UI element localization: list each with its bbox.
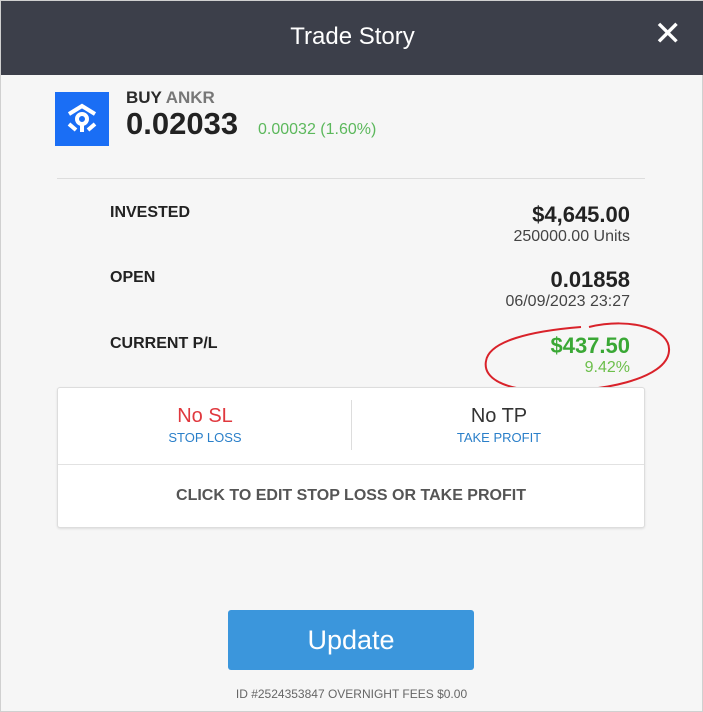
action-label: BUY [126, 88, 162, 107]
stop-loss-button[interactable]: No SL STOP LOSS [58, 388, 352, 464]
dialog-title: Trade Story [290, 23, 415, 50]
tp-value: No TP [470, 405, 528, 427]
trade-direction: BUY ANKR [126, 88, 215, 108]
open-label: OPEN [110, 269, 156, 286]
sl-value: No SL [177, 405, 233, 427]
divider [57, 178, 645, 179]
trade-id-footer: ID #2524353847 OVERNIGHT FEES $0.00 [235, 687, 468, 701]
pl-label: CURRENT P/L [110, 335, 218, 352]
dialog-header: Trade Story ✕ [1, 1, 703, 75]
invested-value: $4,645.00 [532, 202, 630, 227]
pl-percent: 9.42% [584, 359, 630, 376]
current-price: 0.02033 [126, 106, 239, 141]
ankr-logo-icon [55, 92, 109, 146]
close-icon[interactable]: ✕ [653, 15, 683, 53]
price-change: 0.00032 (1.60%) [258, 121, 377, 138]
open-date: 06/09/2023 23:27 [505, 293, 630, 310]
edit-sl-tp-button[interactable]: CLICK TO EDIT STOP LOSS OR TAKE PROFIT [176, 487, 526, 504]
invested-value-block: $4,645.00 250000.00 Units [513, 202, 630, 246]
pl-value-block: $437.50 9.42% [550, 333, 630, 377]
stops-card: No SL STOP LOSS No TP TAKE PROFIT CLICK … [57, 387, 645, 528]
open-value: 0.01858 [550, 267, 630, 292]
pl-value: $437.50 [550, 333, 630, 358]
divider [58, 464, 644, 465]
update-button[interactable]: Update [228, 610, 474, 670]
invested-label: INVESTED [110, 204, 191, 221]
sl-label: STOP LOSS [168, 430, 242, 445]
units-value: 250000.00 Units [513, 228, 630, 245]
divider [351, 400, 352, 450]
open-value-block: 0.01858 06/09/2023 23:27 [505, 267, 630, 311]
take-profit-button[interactable]: No TP TAKE PROFIT [352, 388, 646, 464]
symbol-label: ANKR [165, 88, 215, 107]
tp-label: TAKE PROFIT [456, 430, 542, 445]
